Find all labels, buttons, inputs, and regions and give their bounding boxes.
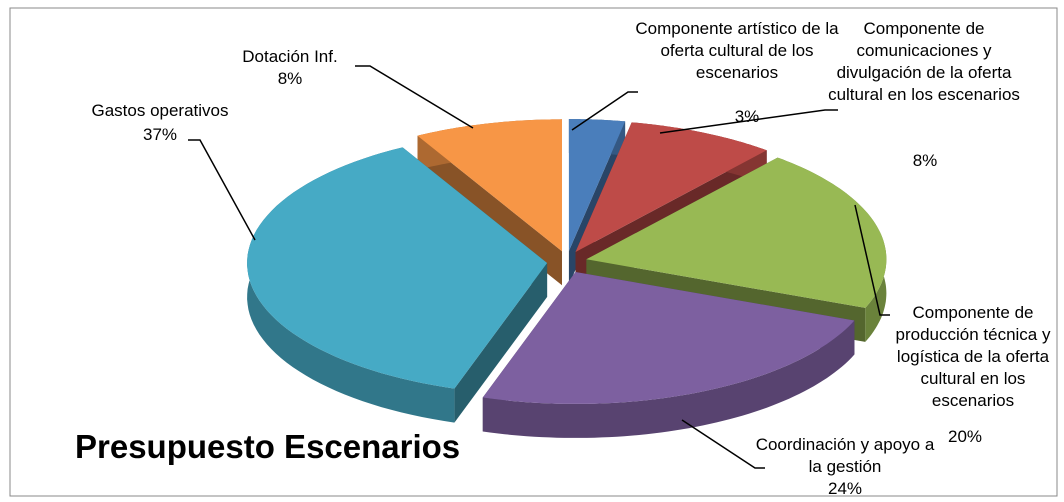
category-label: Gastos operativos bbox=[91, 101, 229, 120]
value-label: 20% bbox=[947, 427, 983, 446]
chart-border bbox=[9, 7, 1058, 497]
value-label: 37% bbox=[142, 125, 178, 144]
slice bbox=[586, 157, 887, 308]
value-label: 8% bbox=[912, 151, 938, 170]
slice-wall bbox=[482, 320, 855, 438]
value-label: 24% bbox=[827, 479, 863, 498]
value-label: 3% bbox=[734, 107, 760, 126]
leader-line bbox=[571, 91, 638, 131]
leader-line bbox=[188, 139, 256, 241]
category-label: Coordinación y apoyo a la gestión bbox=[755, 435, 935, 476]
pie bbox=[247, 119, 887, 438]
category-label: Dotación Inf. bbox=[242, 47, 338, 66]
slice bbox=[417, 119, 562, 252]
slice-side bbox=[454, 263, 548, 423]
leader-line bbox=[355, 65, 474, 129]
slice bbox=[247, 147, 548, 389]
slice bbox=[568, 119, 626, 251]
category-label: Componente de producción técnica y logís… bbox=[895, 303, 1051, 410]
category-label: Componente artístico de la oferta cultur… bbox=[635, 19, 839, 82]
slice bbox=[575, 122, 767, 253]
leader-line bbox=[659, 109, 838, 134]
category-label: Componente de comunicaciones y divulgaci… bbox=[828, 19, 1020, 104]
value-label: 8% bbox=[277, 69, 303, 88]
slice bbox=[482, 272, 855, 404]
leader-line bbox=[854, 204, 890, 316]
leader-line bbox=[681, 419, 765, 469]
chart-title: Presupuesto Escenarios bbox=[75, 428, 461, 465]
